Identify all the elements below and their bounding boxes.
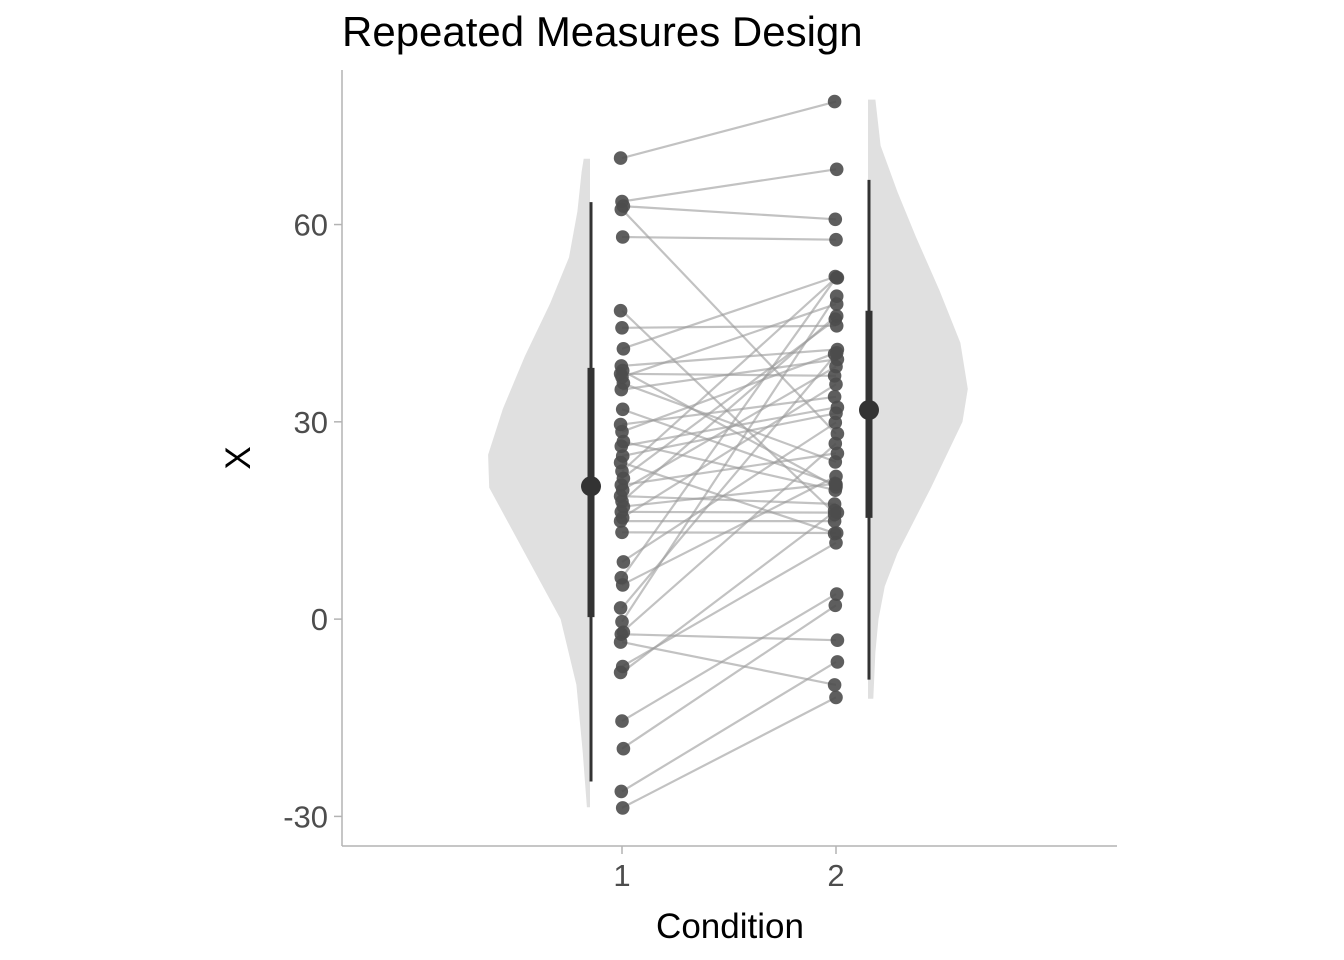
pair-line-41 [621, 509, 837, 674]
pair-line-12 [621, 303, 837, 379]
pair-line-26 [621, 495, 837, 506]
data-point-condition-1 [613, 635, 628, 649]
data-point-condition-2 [828, 212, 843, 227]
data-point-condition-1 [613, 601, 628, 615]
data-point-condition-2 [829, 289, 844, 304]
data-point-condition-2 [827, 347, 842, 361]
data-point-condition-2 [829, 162, 844, 177]
data-point-condition-2 [830, 271, 845, 285]
pair-line-38 [621, 442, 837, 634]
pair-line-20 [621, 412, 837, 458]
data-point-condition-2 [829, 587, 844, 601]
data-point-condition-2 [828, 436, 843, 451]
data-point-condition-2 [829, 359, 843, 374]
pair-line-2 [621, 168, 837, 203]
pair-line-15 [621, 408, 837, 486]
paired-lines-layer [621, 100, 837, 809]
data-point-condition-1 [613, 665, 628, 680]
y-tick-label: 0 [311, 602, 328, 637]
summary-layer [581, 179, 879, 782]
pair-line-6 [621, 309, 837, 516]
data-point-condition-1 [615, 525, 629, 540]
data-point-condition-2 [829, 536, 843, 550]
data-point-condition-2 [829, 469, 843, 484]
pair-line-28 [621, 482, 837, 508]
y-tick-label: 30 [294, 405, 328, 440]
data-point-condition-1 [615, 801, 630, 815]
pair-line-32 [621, 531, 837, 535]
data-point-condition-2 [830, 655, 845, 669]
data-point-condition-2 [828, 598, 843, 613]
data-point-condition-1 [615, 578, 630, 592]
pair-line-42 [621, 593, 837, 723]
data-point-condition-1 [614, 784, 629, 799]
pair-line-24 [621, 452, 837, 487]
y-tick-label: 60 [294, 208, 328, 243]
pair-line-17 [621, 351, 837, 433]
data-point-condition-2 [829, 309, 844, 323]
mean-marker-condition-1 [581, 476, 601, 497]
pair-line-44 [621, 660, 837, 793]
data-point-condition-2 [829, 232, 843, 247]
data-point-condition-2 [828, 415, 843, 430]
pair-line-8 [621, 275, 837, 350]
pair-line-30 [621, 383, 837, 519]
data-point-condition-1 [613, 151, 628, 165]
data-points-layer [613, 94, 845, 815]
pair-line-1 [621, 100, 837, 160]
pair-line-39 [621, 633, 837, 642]
y-axis-label: X [219, 446, 258, 469]
violin-condition-2 [868, 99, 968, 699]
chart-title: Repeated Measures Design [342, 8, 863, 55]
pair-line-37 [621, 295, 837, 623]
data-point-condition-1 [615, 230, 630, 244]
pair-line-22 [621, 276, 837, 473]
pair-line-43 [621, 604, 837, 750]
data-point-condition-1 [613, 514, 628, 528]
data-point-condition-2 [829, 526, 844, 540]
data-point-condition-1 [616, 342, 631, 356]
data-point-condition-1 [616, 741, 631, 756]
pair-line-13 [621, 381, 837, 463]
pair-line-46 [621, 641, 837, 686]
data-point-condition-1 [615, 424, 629, 439]
violin-layer [488, 99, 968, 808]
data-point-condition-1 [614, 202, 629, 217]
data-point-condition-2 [829, 690, 843, 705]
mean-marker-condition-2 [859, 399, 879, 420]
x-axis-label: Condition [656, 907, 804, 946]
x-tick-label: 2 [827, 858, 844, 893]
data-point-condition-1 [614, 382, 629, 397]
data-point-condition-1 [615, 321, 629, 335]
data-point-condition-2 [827, 390, 842, 404]
data-point-condition-2 [827, 503, 842, 518]
pair-line-34 [621, 277, 837, 579]
data-point-condition-1 [615, 714, 629, 728]
data-point-condition-1 [615, 614, 629, 629]
pair-line-5 [621, 235, 837, 241]
violin-condition-1 [488, 158, 590, 808]
data-point-condition-2 [827, 514, 842, 528]
pair-line-33 [621, 421, 837, 563]
pair-line-45 [621, 696, 837, 809]
data-point-condition-1 [615, 402, 630, 417]
pair-line-16 [621, 395, 837, 426]
data-point-condition-2 [827, 94, 842, 109]
pair-line-7 [621, 324, 837, 329]
data-point-condition-1 [616, 555, 631, 569]
data-point-condition-2 [829, 377, 843, 392]
tick-layer: -30 0 30 60 1 2 [283, 208, 844, 893]
data-point-condition-2 [827, 678, 842, 692]
pair-line-3 [621, 205, 837, 221]
pair-line-29 [621, 510, 837, 514]
y-tick-label: -30 [283, 799, 328, 834]
data-point-condition-2 [830, 633, 845, 647]
x-tick-label: 1 [613, 858, 630, 893]
pair-line-27 [621, 315, 837, 503]
data-point-condition-1 [613, 303, 628, 318]
